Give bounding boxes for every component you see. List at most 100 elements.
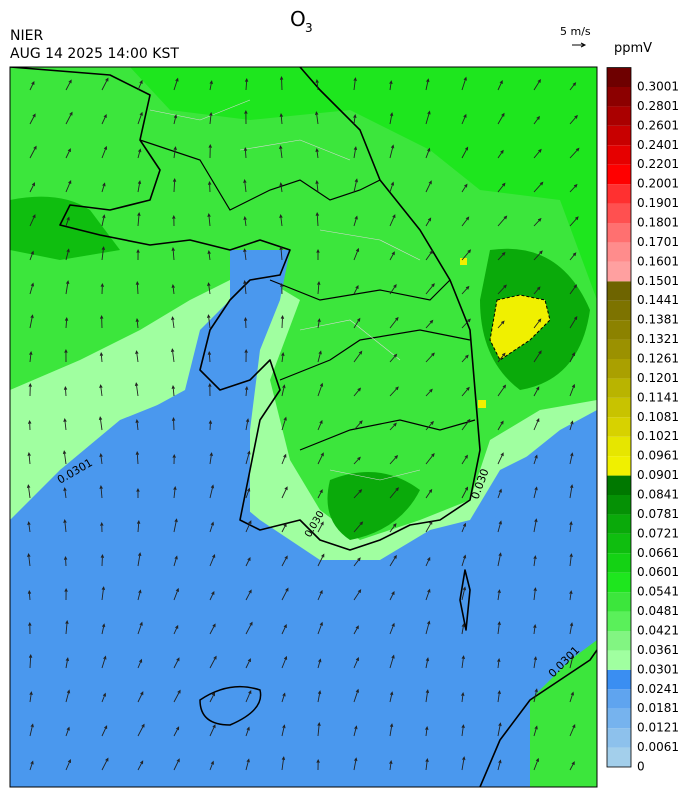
wind-arrow: [63, 487, 67, 499]
wind-arrow: [317, 382, 324, 397]
wind-arrow: [497, 384, 507, 397]
wind-arrow: [171, 316, 175, 329]
wind-arrow: [389, 316, 399, 329]
wind-arrow: [315, 211, 320, 227]
wind-arrow: [425, 588, 431, 601]
wind-arrow: [28, 653, 33, 669]
wind-arrow: [353, 387, 362, 397]
datetime: AUG 14 2025 14:00 KST: [10, 46, 179, 62]
wind-arrow: [317, 722, 321, 737]
wind-arrow: [533, 250, 543, 261]
wind-arrow: [63, 555, 68, 567]
colorbar-band: [607, 553, 631, 573]
wind-arrow: [315, 148, 319, 159]
wind-arrow: [171, 416, 176, 431]
wind-arrow: [533, 454, 538, 465]
wind-arrow: [243, 248, 247, 261]
wind-arrow: [497, 621, 501, 635]
colorbar-label: 0.0781: [637, 507, 679, 521]
colorbar-band: [607, 417, 631, 437]
wind-arrow: [569, 484, 574, 499]
wind-arrow: [497, 552, 502, 567]
colorbar-band: [607, 378, 631, 398]
colorbar-label: 0.2001: [637, 177, 679, 191]
wind-arrow: [135, 318, 139, 329]
colorbar-band: [607, 281, 631, 301]
wind-arrow: [425, 726, 429, 737]
colorbar-label: 0.0181: [637, 701, 679, 715]
low-ozone-sea: [10, 250, 290, 787]
wind-arrow: [281, 692, 286, 703]
colorbar-band: [607, 125, 631, 146]
wind-arrow: [281, 416, 287, 431]
wind-arrow: [172, 453, 176, 465]
wind-arrow: [389, 523, 397, 533]
wind-arrow: [425, 689, 430, 703]
colorbar-label: 0.1701: [637, 235, 679, 249]
colorbar-label: 0.0121: [637, 721, 679, 735]
wind-arrow: [569, 352, 575, 363]
wind-arrow: [389, 622, 395, 635]
colorbar-label: 0.0661: [637, 546, 679, 560]
wind-arrow: [209, 484, 215, 499]
colorbar-band: [607, 495, 631, 515]
border: [269, 279, 451, 301]
wind-arrow: [135, 350, 139, 363]
wind-arrow: [100, 553, 105, 567]
wind-arrow: [65, 79, 72, 91]
colorbar-label: 0.2401: [637, 138, 679, 152]
map: 0.0301 0.030 0.030 0.0301: [9, 66, 598, 788]
wind-arrow: [136, 248, 140, 261]
island: [459, 569, 471, 631]
wind-arrow: [101, 77, 109, 91]
wind-arrow: [65, 689, 71, 703]
wind-arrow: [279, 75, 284, 91]
wind-arrow: [245, 658, 251, 669]
wind-arrow: [101, 113, 107, 125]
wind-arrow: [533, 555, 537, 567]
colorbar-band: [607, 223, 631, 243]
colorbar-frame: [606, 67, 632, 768]
colorbar-label: 0.0601: [637, 565, 679, 579]
mid-ozone-field: [10, 67, 597, 540]
wind-arrow: [389, 386, 399, 397]
wind-arrow: [497, 488, 502, 499]
japan-land-ozone: [530, 640, 597, 787]
wind-arrow: [209, 590, 215, 601]
wind-arrow: [65, 657, 70, 669]
wind-arrow: [281, 724, 286, 737]
wind-arrow: [26, 484, 31, 499]
wind-arrow: [171, 247, 175, 261]
wind-arrow: [137, 723, 145, 737]
wind-arrow: [461, 76, 467, 91]
wind-arrow: [173, 486, 177, 499]
wind-arrow: [389, 112, 394, 125]
wind-arrow: [29, 145, 37, 159]
wind-arrow: [353, 557, 361, 567]
wind-arrow: [317, 452, 324, 465]
wind-arrow: [533, 318, 542, 329]
wind-arrow: [389, 214, 396, 227]
wind-arrow: [461, 285, 470, 295]
wind-arrow: [207, 180, 212, 193]
wind-arrow: [65, 620, 69, 635]
wind-arrow: [243, 179, 247, 193]
colorbar-band: [607, 397, 631, 418]
wind-arrow: [317, 350, 322, 363]
wind-arrow: [533, 656, 538, 669]
colorbar-label: 0.0841: [637, 488, 679, 502]
colorbar-band: [607, 300, 631, 321]
wind-arrow: [353, 656, 359, 669]
wind-arrow: [425, 758, 429, 771]
wind-arrow: [173, 624, 179, 635]
wind-arrow: [135, 419, 139, 431]
wind-arrow: [533, 181, 544, 193]
colorbar-label: 0.1081: [637, 410, 679, 424]
wind-arrow: [569, 383, 576, 397]
wind-arrow: [209, 692, 216, 703]
wind-arrow: [207, 314, 211, 329]
wind-arrow: [207, 250, 211, 261]
wind-arrow: [137, 212, 141, 227]
wind-arrow: [173, 758, 180, 771]
wind-arrow: [27, 521, 31, 533]
